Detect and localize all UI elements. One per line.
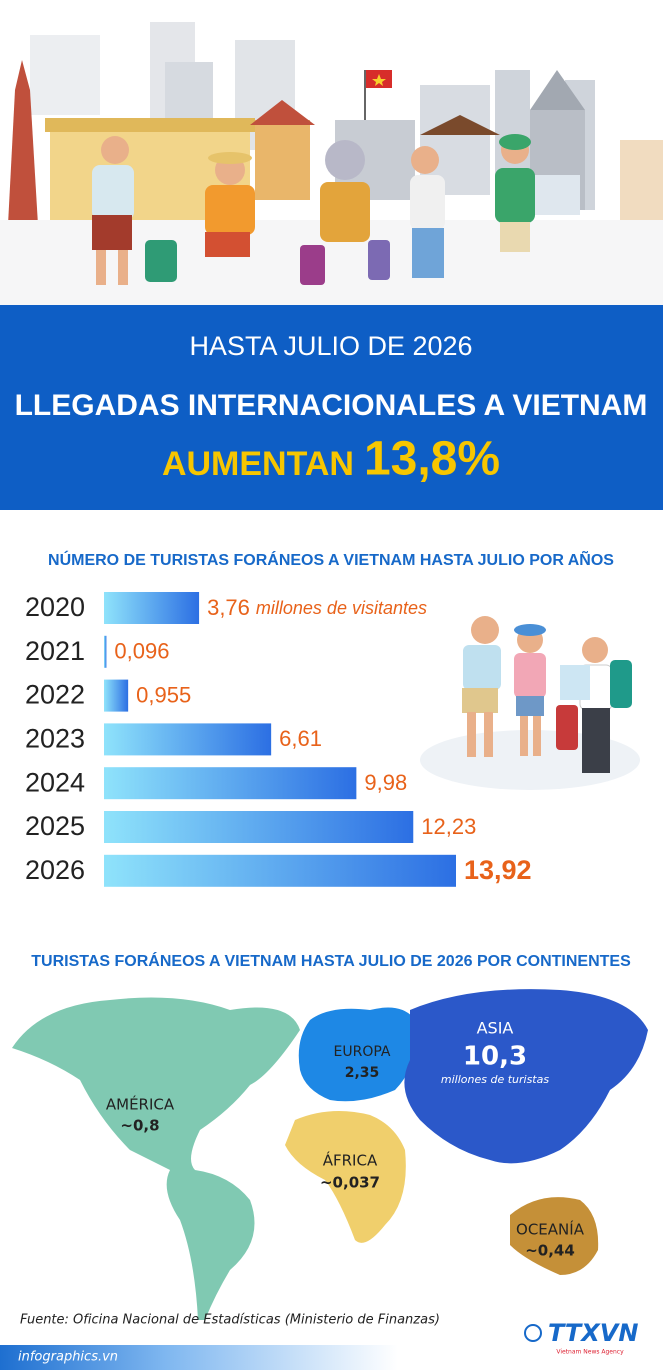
logo-sub: Vietnam News Agency — [556, 1349, 624, 1356]
region-value: ~0,8 — [120, 1117, 159, 1135]
bar — [104, 679, 129, 712]
header-highlight-value: 13,8% — [364, 433, 500, 486]
header-kicker: HASTA JULIO DE 2026 — [189, 331, 472, 361]
y-tick-label: 2022 — [25, 680, 85, 710]
bar-chart: NÚMERO DE TURISTAS FORÁNEOS A VIETNAM HA… — [25, 549, 614, 887]
city-illustration — [0, 0, 663, 305]
map-title: TURISTAS FORÁNEOS A VIETNAM HASTA JULIO … — [31, 951, 631, 970]
bar — [104, 592, 200, 624]
tourists-illustration — [420, 616, 640, 790]
unit-label: millones de visitantes — [256, 598, 427, 618]
value-label: 6,61 — [279, 726, 322, 751]
y-tick-label: 2020 — [25, 592, 85, 622]
y-tick-label: 2025 — [25, 811, 85, 841]
value-label: 0,955 — [136, 682, 191, 707]
bar — [104, 854, 456, 887]
footer: Fuente: Oficina Nacional de Estadísticas… — [0, 1313, 663, 1370]
value-label: 3,76 — [207, 595, 250, 620]
europe-shape — [298, 1007, 420, 1102]
bar — [104, 811, 414, 843]
region-name: OCEANÍA — [516, 1220, 585, 1239]
america-shape — [12, 997, 300, 1320]
y-tick-label: 2023 — [25, 724, 85, 754]
header-title: LLEGADAS INTERNACIONALES A VIETNAM — [15, 389, 648, 422]
value-label: 9,98 — [364, 770, 407, 795]
region-value: ~0,44 — [525, 1242, 575, 1260]
bar — [104, 723, 272, 756]
source-note: Fuente: Oficina Nacional de Estadísticas… — [20, 1313, 440, 1328]
y-tick-label: 2026 — [25, 855, 85, 885]
bar — [104, 635, 107, 668]
region-value: 2,35 — [345, 1065, 380, 1081]
region-value: 10,3 — [463, 1042, 527, 1072]
region-value: ~0,037 — [320, 1174, 380, 1192]
y-tick-label: 2024 — [25, 767, 85, 797]
chart-title: NÚMERO DE TURISTAS FORÁNEOS A VIETNAM HA… — [48, 549, 614, 569]
continent-map: TURISTAS FORÁNEOS A VIETNAM HASTA JULIO … — [12, 951, 648, 1320]
oceania-shape — [510, 1197, 599, 1275]
travellers — [92, 134, 580, 285]
header-highlight-word: AUMENTAN — [162, 445, 354, 483]
bar — [104, 767, 357, 800]
site-name[interactable]: infographics.vn — [18, 1350, 118, 1365]
region-note: millones de turistas — [441, 1073, 549, 1086]
value-label: 12,23 — [421, 814, 476, 839]
africa-shape — [285, 1111, 406, 1243]
value-label: 13,92 — [464, 855, 532, 885]
region-name: ÁFRICA — [323, 1151, 378, 1170]
asia-shape — [404, 989, 648, 1164]
region-name: EUROPA — [334, 1044, 391, 1060]
region-name: AMÉRICA — [106, 1095, 175, 1114]
header-banner: HASTA JULIO DE 2026 LLEGADAS INTERNACION… — [0, 305, 663, 510]
y-tick-label: 2021 — [25, 636, 85, 666]
region-name: ASIA — [477, 1019, 514, 1038]
logo: TTXVN — [548, 1319, 638, 1347]
value-label: 0,096 — [114, 639, 169, 664]
